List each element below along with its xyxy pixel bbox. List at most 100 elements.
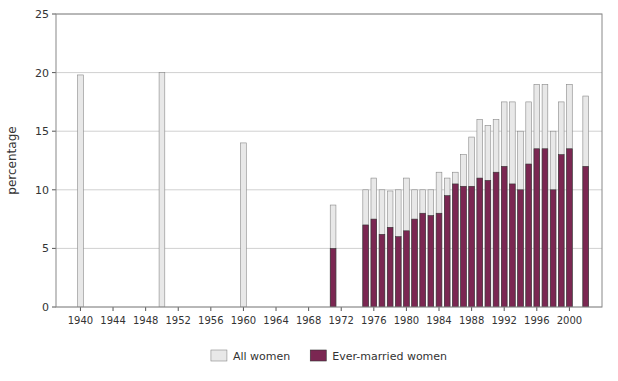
bar [395,190,401,307]
bar [493,119,499,307]
tick-label: 1996 [524,315,549,326]
tick-label: 1972 [328,315,353,326]
tick-mark [504,307,505,311]
tick-mark [52,189,56,190]
tick-mark [52,14,56,15]
bar [518,131,524,307]
legend-label: Ever-married women [332,350,447,363]
bar [477,178,483,307]
tick-label: 1960 [231,315,256,326]
tick-label: 15 [35,125,49,138]
tick-mark [243,307,244,311]
tick-mark [52,131,56,132]
tick-label: 1944 [100,315,125,326]
x-axis: 1940194419481952195619601964196819721976… [68,307,582,326]
tick-mark [276,307,277,311]
y-axis: 0510152025 [35,8,602,314]
legend-label: All women [233,350,290,363]
tick-label: 20 [35,67,49,80]
tick-mark [178,307,179,311]
bar [477,119,483,307]
bar [428,190,434,307]
tick-mark [341,307,342,311]
bar [493,172,499,307]
grid-line [56,72,602,73]
axis-label: percentage [5,126,19,194]
bar [526,102,532,307]
bar [550,190,556,307]
bar [444,178,450,307]
tick-mark [439,307,440,311]
legend-swatch [211,350,227,361]
tick-label: 1948 [133,315,158,326]
bar [510,184,516,307]
bar [461,186,467,307]
bar [518,190,524,307]
bar [436,213,442,307]
bar [501,102,507,307]
bar [387,227,393,307]
bar [567,149,573,307]
bar [412,219,418,307]
bar [501,166,507,307]
bar [330,205,336,307]
bar [159,73,165,307]
bar [330,248,336,307]
bar [78,75,84,307]
bar [387,191,393,307]
tick-label: 10 [35,184,49,197]
legend: All women Ever-married women [211,350,447,363]
legend-item: All women [211,350,290,363]
tick-mark [569,307,570,311]
bar [444,196,450,307]
tick-mark [52,248,56,249]
bar [510,102,516,307]
tick-mark [210,307,211,311]
tick-mark [536,307,537,311]
bar [534,84,540,307]
bars [78,73,589,307]
tick-label: 25 [35,8,49,21]
bar [379,190,385,307]
bar [452,172,458,307]
tick-label: 1940 [68,315,93,326]
tick-label: 1988 [459,315,484,326]
bar [363,190,369,307]
bar [485,125,491,307]
bar [412,190,418,307]
bar [428,216,434,307]
bar [567,84,573,307]
tick-label: 1992 [491,315,516,326]
bar [461,155,467,307]
tick-label: 1964 [263,315,288,326]
bar [583,166,589,307]
bar [363,225,369,307]
bar [420,213,426,307]
tick-mark [308,307,309,311]
bar [404,231,410,307]
legend-swatch [310,350,326,361]
tick-mark [113,307,114,311]
bar [583,96,589,307]
tick-mark [145,307,146,311]
bar [558,102,564,307]
bar [404,178,410,307]
bar [550,131,556,307]
bar [542,149,548,307]
bar [526,164,532,307]
bar [534,149,540,307]
tick-label: 1952 [166,315,191,326]
tick-label: 1968 [296,315,321,326]
bar [395,237,401,307]
bar [436,172,442,307]
tick-mark [52,307,56,308]
tick-mark [471,307,472,311]
bar [379,234,385,307]
tick-mark [52,72,56,73]
tick-label: 5 [42,242,49,255]
legend-item: Ever-married women [310,350,447,363]
tick-label: 2000 [557,315,582,326]
tick-mark [80,307,81,311]
bar [371,178,377,307]
tick-label: 1976 [361,315,386,326]
